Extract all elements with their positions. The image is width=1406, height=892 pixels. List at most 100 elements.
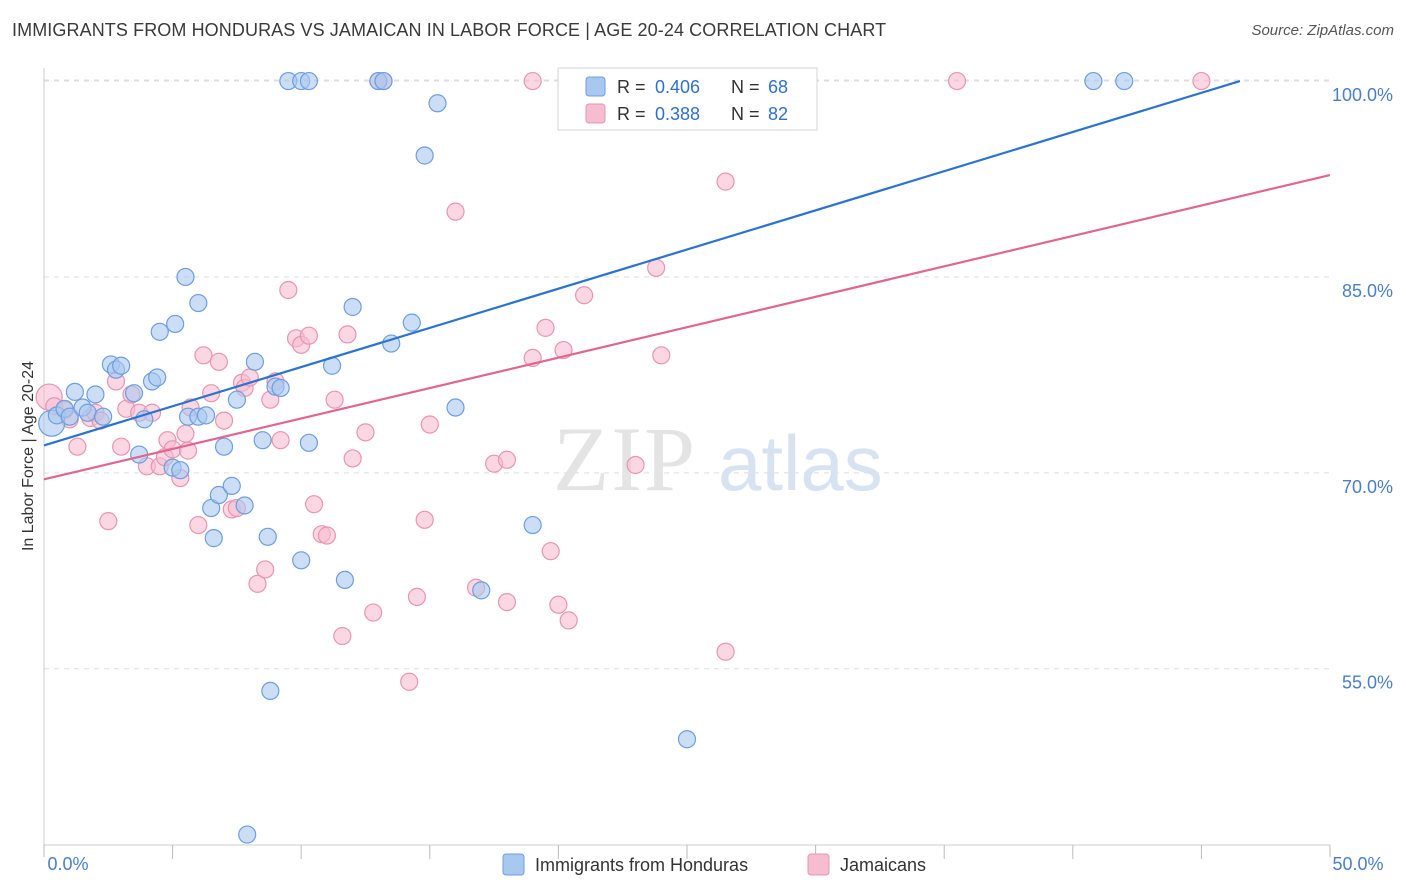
point-jamaicans-75	[716, 642, 735, 661]
watermark-zip: ZIP	[553, 408, 697, 510]
point-jamaicans-42	[299, 326, 319, 345]
point-jamaicans-57	[420, 415, 439, 434]
point-honduras-16	[148, 368, 167, 387]
point-jamaicans-45	[317, 526, 337, 545]
legend-swatch-honduras	[502, 853, 525, 876]
point-jamaicans-58	[446, 202, 465, 221]
y-tick-label-0: 100.0%	[1332, 85, 1393, 105]
point-honduras-51	[402, 313, 421, 332]
point-jamaicans-39	[279, 280, 298, 300]
point-honduras-61	[1084, 71, 1103, 91]
point-jamaicans-69	[559, 611, 578, 630]
point-jamaicans-27	[209, 352, 228, 371]
stats-n-value-honduras: 68	[768, 77, 788, 97]
stats-legend: R = 0.406 N = 68 R = 0.388 N = 82	[557, 67, 818, 131]
point-jamaicans-73	[652, 346, 671, 365]
point-jamaicans-65	[536, 318, 555, 337]
point-jamaicans-78	[947, 71, 967, 91]
point-honduras-36	[258, 527, 277, 546]
point-honduras-25	[196, 406, 216, 425]
chart-title: IMMIGRANTS FROM HONDURAS VS JAMAICAN IN …	[12, 20, 887, 40]
point-honduras-47	[343, 297, 362, 317]
stats-r-value-honduras: 0.406	[655, 77, 700, 97]
point-honduras-8	[94, 407, 113, 426]
point-honduras-55	[472, 581, 491, 600]
points-jamaicans	[35, 71, 1211, 691]
point-honduras-27	[204, 529, 223, 548]
point-honduras-4	[65, 382, 84, 401]
point-honduras-39	[271, 378, 290, 398]
stats-n-label-jamaicans: N =	[731, 104, 760, 124]
point-jamaicans-55	[407, 587, 427, 606]
point-honduras-30	[222, 476, 241, 495]
watermark: ZIP atlas	[553, 408, 883, 510]
legend-swatch-jamaicans	[807, 853, 830, 876]
point-jamaicans-21	[176, 424, 195, 443]
point-honduras-46	[335, 570, 355, 590]
point-honduras-28	[209, 485, 228, 505]
point-jamaicans-51	[364, 603, 383, 622]
y-tick-label-1: 85.0%	[1342, 281, 1393, 301]
stats-legend-swatch-jamaicans	[585, 103, 606, 124]
point-jamaicans-38	[271, 431, 290, 450]
point-honduras-32	[235, 496, 254, 515]
point-honduras-17	[150, 322, 169, 341]
point-honduras-29	[214, 437, 234, 456]
series-legend: Immigrants from Honduras Jamaicans	[502, 853, 926, 876]
x-ticks	[43, 845, 1331, 859]
point-jamaicans-79	[1192, 71, 1211, 91]
point-jamaicans-8	[99, 512, 118, 531]
trend-line-honduras	[43, 80, 1241, 447]
point-jamaicans-66	[541, 542, 560, 561]
point-honduras-49	[374, 71, 393, 91]
point-honduras-54	[446, 398, 465, 417]
point-honduras-6	[78, 403, 97, 422]
y-tick-labels: 100.0% 85.0% 70.0% 55.0%	[1332, 85, 1393, 693]
point-jamaicans-63	[523, 71, 542, 91]
point-jamaicans-24	[189, 515, 208, 535]
point-honduras-35	[253, 431, 272, 450]
x-tick-labels: 0.0% 50.0%	[47, 854, 1383, 874]
point-honduras-37	[261, 681, 280, 701]
y-tick-label-3: 55.0%	[1342, 673, 1393, 693]
stats-r-label-jamaicans: R =	[617, 104, 646, 124]
stats-n-label-honduras: N =	[731, 77, 760, 97]
point-honduras-21	[176, 267, 195, 287]
point-honduras-19	[166, 314, 185, 334]
point-jamaicans-67	[549, 595, 568, 614]
point-honduras-53	[428, 94, 447, 113]
point-jamaicans-4	[68, 437, 87, 456]
point-jamaicans-34	[248, 574, 267, 593]
source-label: Source: ZipAtlas.com	[1251, 22, 1394, 39]
point-jamaicans-28	[214, 411, 234, 430]
legend-label-honduras: Immigrants from Honduras	[535, 855, 748, 875]
point-jamaicans-49	[343, 449, 362, 468]
point-honduras-52	[415, 146, 434, 165]
watermark-atlas: atlas	[718, 419, 883, 507]
x-tick-label-1: 50.0%	[1332, 854, 1383, 874]
point-jamaicans-70	[575, 286, 594, 305]
point-jamaicans-43	[304, 495, 324, 514]
trend-line-jamaicans	[43, 174, 1331, 481]
stats-r-label-honduras: R =	[617, 77, 646, 97]
point-jamaicans-10	[112, 437, 131, 456]
y-tick-label-2: 70.0%	[1342, 477, 1393, 497]
stats-n-value-jamaicans: 82	[768, 104, 788, 124]
point-jamaicans-50	[356, 423, 375, 442]
point-jamaicans-74	[716, 172, 735, 191]
point-jamaicans-62	[497, 450, 517, 469]
y-axis-label: In Labor Force | Age 20-24	[20, 361, 37, 551]
point-honduras-31	[227, 390, 246, 409]
point-jamaicans-56	[415, 510, 434, 529]
point-jamaicans-35	[256, 560, 275, 579]
point-jamaicans-26	[202, 384, 221, 403]
points-honduras	[38, 71, 1134, 844]
point-jamaicans-71	[626, 455, 645, 475]
point-jamaicans-54	[400, 672, 419, 691]
point-jamaicans-47	[333, 626, 352, 646]
point-honduras-34	[245, 352, 265, 371]
point-honduras-20	[171, 461, 190, 480]
point-jamaicans-48	[338, 325, 357, 344]
point-honduras-44	[299, 433, 319, 452]
